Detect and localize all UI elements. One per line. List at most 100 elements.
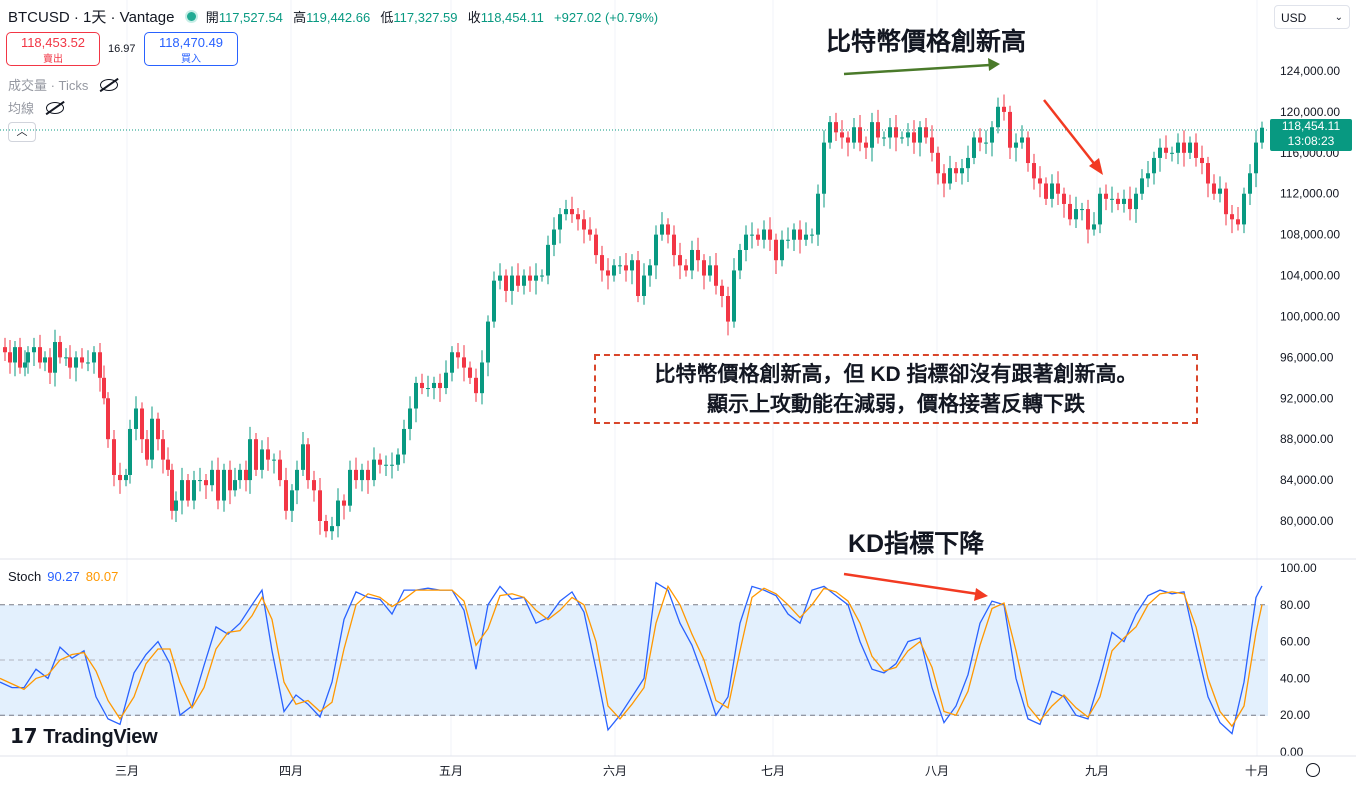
- candle-body: [510, 275, 514, 291]
- buy-button[interactable]: 118,470.49 買入: [144, 32, 238, 66]
- candle-body: [576, 214, 580, 220]
- sell-label: 賣出: [43, 54, 63, 65]
- candle-body: [1044, 183, 1048, 199]
- candle-body: [846, 137, 850, 143]
- x-tick-label: 四月: [279, 764, 303, 778]
- candle-body: [966, 157, 970, 169]
- volume-indicator[interactable]: 成交量 · Ticks: [8, 75, 119, 94]
- candle-body: [474, 377, 478, 394]
- candle-body: [678, 255, 682, 266]
- candle-body: [798, 229, 802, 240]
- candle-body: [1110, 198, 1114, 200]
- candle-body: [522, 275, 526, 286]
- candle-body: [480, 362, 484, 394]
- stoch-tick-label: 100.00: [1280, 561, 1317, 575]
- ma-indicator[interactable]: 均線: [8, 98, 64, 117]
- candle-body: [396, 454, 400, 465]
- close-label: 收: [467, 10, 481, 25]
- candle-body: [840, 132, 844, 138]
- x-tick-label: 六月: [603, 764, 627, 778]
- candle-body: [1104, 193, 1108, 199]
- candle-body: [810, 234, 814, 236]
- candle-body: [414, 382, 418, 409]
- logo-text: TradingView: [43, 726, 158, 748]
- stoch-k-line: [0, 581, 1263, 735]
- low-value: 117,327.59: [393, 10, 458, 25]
- candle-body: [690, 249, 694, 271]
- candle-body: [290, 490, 294, 511]
- candle-body: [38, 347, 42, 363]
- candle-body: [112, 439, 116, 475]
- sell-button[interactable]: 118,453.52 賣出: [6, 32, 100, 66]
- tradingview-logo[interactable]: 𝟭𝟳 TradingView: [10, 724, 158, 749]
- candle-body: [762, 229, 766, 240]
- candle-body: [128, 428, 132, 475]
- candle-body: [462, 357, 466, 368]
- candle-body: [726, 296, 730, 322]
- settings-gear-icon[interactable]: [1306, 763, 1320, 777]
- candle-body: [774, 239, 778, 261]
- candle-body: [1038, 178, 1042, 184]
- candle-body: [978, 137, 982, 143]
- candle-body: [582, 219, 586, 230]
- candle-body: [786, 239, 790, 241]
- candle-body: [402, 428, 406, 455]
- candle-body: [295, 469, 299, 491]
- candle-body: [301, 444, 305, 470]
- stoch-legend[interactable]: Stoch 90.27 80.07: [8, 569, 118, 584]
- candle-body: [420, 382, 424, 389]
- candle-body: [1068, 203, 1072, 220]
- currency-select[interactable]: USD ⌄: [1274, 5, 1350, 29]
- candle-body: [570, 209, 574, 215]
- candle-body: [278, 459, 282, 481]
- chevron-up-icon: ︿: [16, 126, 28, 138]
- candle-body: [1122, 198, 1126, 204]
- candle-body: [74, 357, 78, 368]
- candle-body: [756, 234, 760, 240]
- candle-body: [738, 249, 742, 271]
- candle-body: [1134, 193, 1138, 210]
- candle-body: [86, 362, 90, 364]
- candle-body: [260, 449, 264, 470]
- candle-body: [53, 342, 57, 373]
- x-tick-label: 八月: [925, 764, 949, 778]
- candle-body: [134, 408, 138, 429]
- candle-body: [912, 132, 916, 143]
- candle-body: [888, 127, 892, 138]
- candle-body: [1170, 152, 1174, 154]
- chevron-down-icon: ⌄: [1334, 12, 1343, 23]
- candle-body: [1158, 147, 1162, 158]
- candle-body: [642, 275, 646, 296]
- candle-body: [170, 469, 174, 511]
- candle-body: [140, 408, 144, 440]
- candle-body: [1056, 183, 1060, 194]
- candle-body: [486, 321, 490, 363]
- x-tick-label: 三月: [115, 764, 139, 778]
- eye-hidden-icon[interactable]: [45, 102, 64, 114]
- candle-body: [1092, 224, 1096, 230]
- candle-body: [272, 459, 276, 461]
- candle-body: [8, 352, 12, 363]
- note-line-1: 比特幣價格創新高，但 KD 指標卻沒有跟著創新高。: [654, 363, 1138, 386]
- candle-body: [204, 480, 208, 486]
- stoch-tick-label: 20.00: [1280, 708, 1310, 722]
- candle-body: [1098, 193, 1102, 225]
- x-tick-label: 十月: [1245, 764, 1269, 778]
- candle-body: [348, 469, 352, 506]
- candle-body: [768, 229, 772, 240]
- collapse-legend-button[interactable]: ︿: [8, 122, 36, 142]
- tradingview-logo-icon: 𝟭𝟳: [10, 726, 38, 748]
- eye-hidden-icon[interactable]: [100, 79, 119, 91]
- symbol-title[interactable]: BTCUSD · 1天 · Vantage: [8, 9, 175, 26]
- candle-body: [1140, 178, 1144, 194]
- annotation-note-box: 比特幣價格創新高，但 KD 指標卻沒有跟著創新高。 顯示上攻動能在減弱，價格接著…: [594, 354, 1198, 424]
- candle-body: [696, 249, 700, 261]
- candle-body: [744, 234, 748, 250]
- price-tick-label: 120,000.00: [1280, 105, 1340, 119]
- candle-body: [372, 459, 376, 481]
- candle-body: [156, 418, 160, 440]
- candle-body: [248, 439, 252, 481]
- candle-body: [900, 137, 904, 139]
- candle-body: [233, 480, 237, 491]
